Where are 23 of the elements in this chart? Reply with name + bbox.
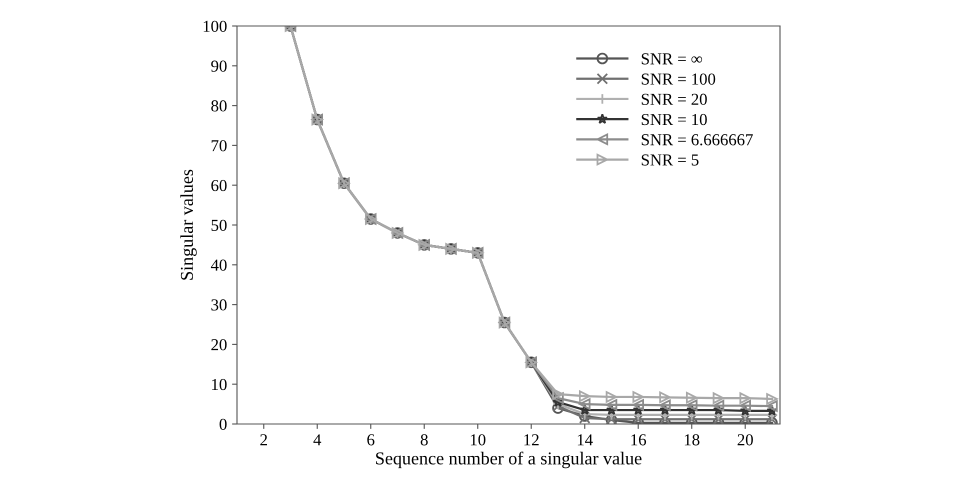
x-tick-label: 2 (260, 434, 267, 446)
y-tick-label: 20 (211, 339, 227, 350)
y-tick-label: 70 (212, 140, 227, 152)
y-tick-label: 60 (211, 180, 227, 192)
x-axis-title: Sequence number of a singular value (376, 452, 642, 468)
y-axis-title: Singular values (180, 170, 197, 280)
y-tick-label: 50 (212, 220, 227, 231)
x-tick-label: 20 (738, 434, 753, 446)
x-tick-label: 4 (313, 434, 322, 446)
y-tick-label: 10 (212, 378, 227, 390)
y-tick-label: 0 (220, 418, 227, 430)
x-tick-label: 6 (367, 434, 374, 446)
y-tick-label: 90 (211, 60, 227, 72)
x-tick-label: 14 (578, 434, 593, 446)
y-tick-label: 40 (210, 260, 227, 271)
x-tick-label: 10 (470, 434, 486, 446)
x-tick-label: 8 (420, 434, 428, 446)
y-tick-label: 100 (204, 20, 227, 32)
x-tick-label: 12 (524, 434, 539, 446)
x-tick-label: 18 (684, 434, 700, 446)
y-tick-label: 80 (211, 100, 227, 112)
y-tick-label: 30 (211, 299, 227, 311)
x-tick-label: 16 (631, 434, 646, 446)
